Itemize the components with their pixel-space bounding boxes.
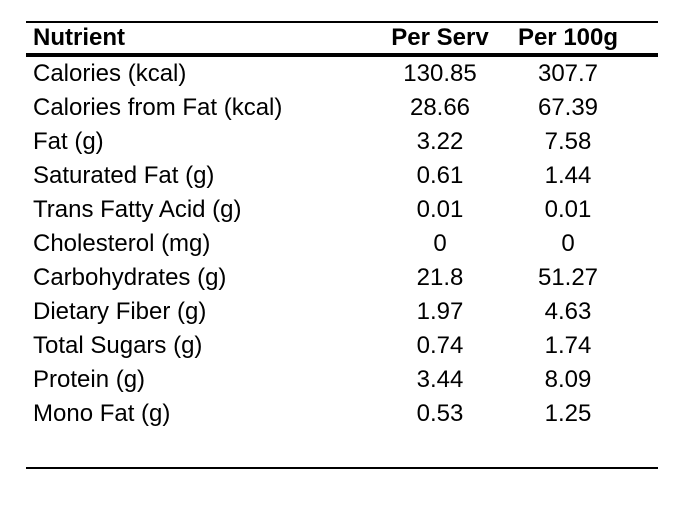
nutrient-name: Cholesterol (mg) bbox=[33, 230, 211, 257]
nutrient-name: Total Sugars (g) bbox=[33, 332, 203, 359]
per-serv-value: 21.8 bbox=[416, 264, 464, 291]
nutrient-name: Fat (g) bbox=[33, 128, 104, 155]
table-row: Calories (kcal) 130.85 307.7 bbox=[26, 55, 658, 91]
per-serv-value: 0.61 bbox=[416, 162, 464, 189]
per-serv-value: 3.22 bbox=[416, 128, 464, 155]
nutrient-name: Carbohydrates (g) bbox=[33, 264, 227, 291]
per-serv-value: 0.74 bbox=[416, 332, 464, 359]
nutrient-name: Calories from Fat (kcal) bbox=[33, 94, 283, 121]
column-header-nutrient: Nutrient bbox=[26, 22, 382, 57]
table-row: Cholesterol (mg) 0 0 bbox=[26, 227, 658, 261]
per-serv-value: 0.53 bbox=[416, 400, 464, 427]
per-serv-value: 1.97 bbox=[416, 298, 464, 325]
table-row: Trans Fatty Acid (g) 0.01 0.01 bbox=[26, 193, 658, 227]
per-100g-value: 67.39 bbox=[537, 94, 599, 121]
column-header-per-serv: Per Serv bbox=[382, 22, 498, 57]
per-100g-value: 0 bbox=[561, 230, 575, 257]
header-row: Nutrient Per Serv Per 100g bbox=[26, 22, 658, 57]
nutrient-name: Dietary Fiber (g) bbox=[33, 298, 207, 325]
per-100g-value: 51.27 bbox=[537, 264, 599, 291]
nutrient-name: Trans Fatty Acid (g) bbox=[33, 196, 242, 223]
table-row: Fat (g) 3.22 7.58 bbox=[26, 125, 658, 159]
table-row: Calories from Fat (kcal) 28.66 67.39 bbox=[26, 91, 658, 125]
per-100g-value: 307.7 bbox=[537, 60, 599, 87]
per-100g-value: 8.09 bbox=[544, 366, 592, 393]
column-header-per-100g: Per 100g bbox=[498, 22, 658, 57]
per-100g-value: 1.44 bbox=[544, 162, 592, 189]
nutrient-name: Saturated Fat (g) bbox=[33, 162, 215, 189]
per-100g-value: 4.63 bbox=[544, 298, 592, 325]
nutrient-name: Calories (kcal) bbox=[33, 60, 187, 87]
table-row: Saturated Fat (g) 0.61 1.44 bbox=[26, 159, 658, 193]
per-serv-value: 130.85 bbox=[403, 60, 477, 87]
per-100g-value: 1.25 bbox=[544, 400, 592, 427]
per-serv-value: 3.44 bbox=[416, 366, 464, 393]
table-row: Protein (g) 3.44 8.09 bbox=[26, 363, 658, 397]
nutrient-name: Mono Fat (g) bbox=[33, 400, 171, 427]
per-serv-value: 0 bbox=[433, 230, 447, 257]
table-row: Total Sugars (g) 0.74 1.74 bbox=[26, 329, 658, 363]
per-serv-value: 28.66 bbox=[409, 94, 471, 121]
table-row: Dietary Fiber (g) 1.97 4.63 bbox=[26, 295, 658, 329]
nutrition-table: Nutrient Per Serv Per 100g Calories (kca… bbox=[26, 21, 658, 469]
per-100g-value: 7.58 bbox=[544, 128, 592, 155]
nutrient-name: Protein (g) bbox=[33, 366, 146, 393]
per-100g-value: 1.74 bbox=[544, 332, 592, 359]
per-100g-value: 0.01 bbox=[544, 196, 592, 223]
table-row: Carbohydrates (g) 21.8 51.27 bbox=[26, 261, 658, 295]
table-bottom-spacer bbox=[26, 431, 658, 468]
table-row: Mono Fat (g) 0.53 1.25 bbox=[26, 397, 658, 431]
per-serv-value: 0.01 bbox=[416, 196, 464, 223]
